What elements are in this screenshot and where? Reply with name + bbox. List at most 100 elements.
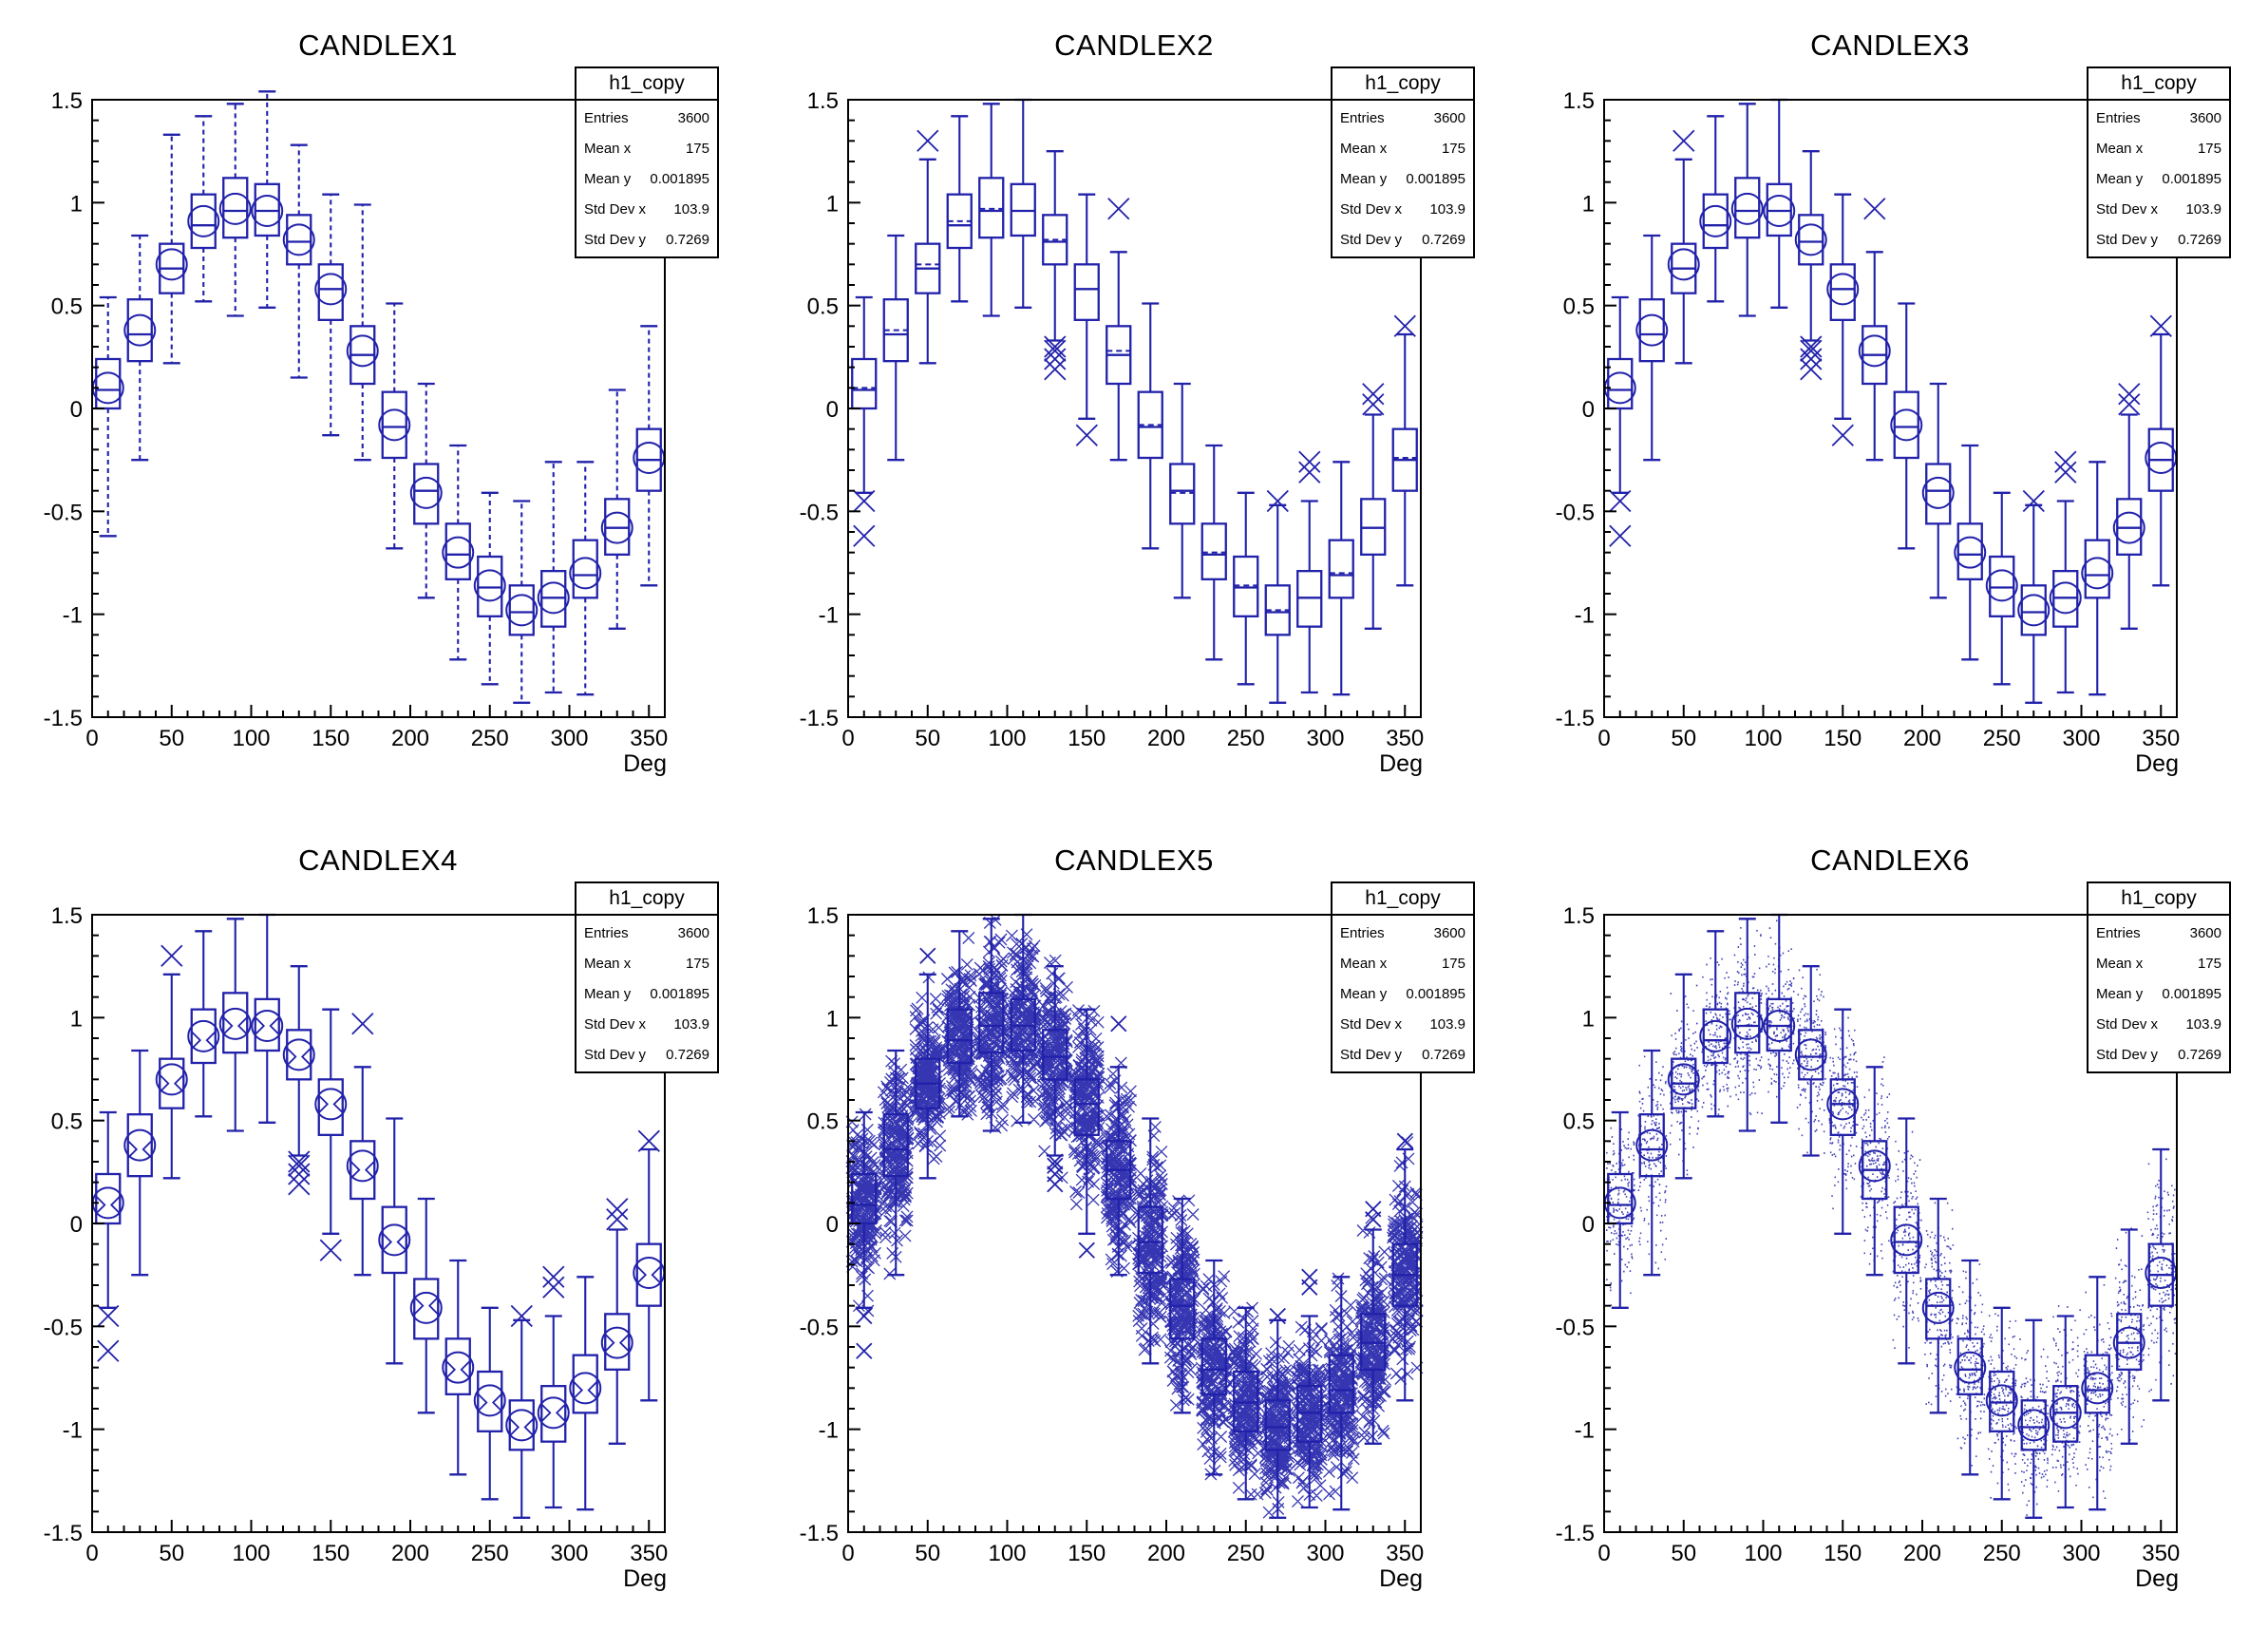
x-tick-label: 250 [471,726,509,751]
stats-label: Mean y [2096,170,2144,187]
stats-label: Entries [2096,924,2141,941]
y-tick-label: 1.5 [1563,88,1595,114]
pad-candlex3: CANDLEX3 0 50 100 150 200 250 300 350 1.5 1 0.5 0 -0… [1512,0,2268,815]
candle [505,500,539,704]
candle-outlier-cross [161,944,183,967]
candle [2112,1228,2145,1445]
stats-row: Entries 3600 [2088,103,2229,133]
candle-box [1042,1029,1068,1081]
candle [978,918,1005,1132]
y-tick-label: 1.5 [807,88,839,114]
stats-label: Entries [2096,109,2141,126]
candle-mean-circle [505,1409,539,1442]
y-tick-label: -1 [63,1418,83,1444]
candle-outlier-cross [637,1129,660,1152]
y-tick-label: 0.5 [807,1109,839,1135]
candle-mean-circle [1699,1019,1732,1052]
candle-mean-circle [218,1007,252,1040]
candle [1200,1259,1227,1476]
candle-median-notch [636,1265,662,1284]
stats-label: Std Dev x [2096,200,2159,218]
candle [978,103,1005,317]
candle [1826,193,1860,446]
candle-box [1607,1172,1634,1225]
candle-outlier-cross [1078,1241,1095,1259]
candle-median-notch [318,1094,344,1113]
x-tick-label: 100 [988,726,1026,751]
candle-mean-circle [1985,1384,2018,1417]
candle [505,1304,539,1519]
candle [2017,489,2051,704]
x-tick-label: 200 [1147,726,1185,751]
candles-group [1603,913,2178,1519]
candle-mean-circle [1858,1149,1891,1183]
candle-mean-circle [187,204,220,237]
candle-mean-circle [378,408,411,442]
candle-plot-svg: 0 50 100 150 200 250 300 350 1.5 1 0.5 0 -0.5 -1 -1.5 D… [800,903,1425,1592]
candle [1169,382,1196,599]
candle [1296,1268,1323,1509]
candle [2145,1147,2178,1402]
x-tick-label: 350 [2142,726,2180,751]
candle-mean-circle [123,1128,157,1162]
candle [1360,1201,1387,1445]
y-tick-label: 0 [826,1212,839,1238]
candle-mean-circle [473,569,506,602]
candle-median-notch [382,1232,407,1252]
x-tick-label: 100 [1744,1541,1782,1566]
candle-mean-circle [1794,223,1827,256]
stats-label: Std Dev x [584,1015,647,1033]
candle-mean-circle [346,334,379,368]
candle-mean-circle [2049,1396,2082,1430]
candle [569,1276,602,1511]
stats-rows: Entries 3600 Mean x 175 Mean y 0.001895 … [1332,916,1473,1071]
candle-outlier-cross [1298,450,1321,473]
stats-row: Std Dev x 103.9 [1332,194,1473,224]
candle [1296,450,1323,694]
y-tick-label: 0.5 [807,294,839,320]
candle-outlier-cross [606,1208,629,1231]
candle-box [1169,1278,1196,1340]
stats-label: Std Dev y [1340,1046,1403,1063]
candle-mean-circle [1763,1010,1796,1042]
candle-box [159,1057,185,1109]
candle-outlier-cross [542,1265,565,1288]
pad-title: CANDLEX1 [298,28,458,62]
candle-box [1328,1354,1354,1414]
pad-candlex4: CANDLEX4 0 50 100 150 200 250 300 350 1.5 1 0.5 0 -0… [0,815,756,1630]
candle-mean-circle [1635,1128,1669,1162]
candle-outlier-cross [1298,461,1321,483]
candle [1073,1008,1100,1259]
candle-outlier-cross [288,1163,311,1185]
stats-value: 0.7269 [666,231,709,248]
stats-value: 0.7269 [666,1046,709,1063]
candle-plot-svg: 0 50 100 150 200 250 300 350 1.5 1 0.5 0 -0.5 -1 -1.5 D… [44,88,669,777]
y-tick-label: -1 [1575,1418,1595,1444]
x-tick-label: 350 [2142,1541,2180,1566]
candle-outlier-cross [1393,314,1416,337]
stats-row: Std Dev x 103.9 [1332,1009,1473,1039]
stats-label: Entries [1340,924,1385,941]
candle [1106,198,1132,462]
candle-mean-circle [1667,1063,1700,1096]
candle [633,1129,666,1402]
stats-title: h1_copy [576,883,717,916]
stats-title: h1_copy [576,68,717,101]
candle-mean-circle [1985,569,2018,602]
x-tick-label: 100 [988,1541,1026,1566]
stats-title: h1_copy [2088,883,2229,916]
candle-mean-circle [442,536,475,569]
y-tick-label: -1 [63,603,83,629]
stats-value: 3600 [1433,109,1465,126]
stats-value: 0.7269 [1422,231,1465,248]
candle-box [222,992,249,1054]
candle-mean-circle [2049,581,2082,615]
stats-row: Entries 3600 [576,918,717,948]
pad-title: CANDLEX2 [1054,28,1214,62]
pad-title: CANDLEX4 [298,843,458,877]
y-tick-label: 1 [1582,191,1595,217]
candle-box [1893,390,1919,460]
candle-mean-circle [600,1326,633,1359]
candle [569,461,602,696]
candle-median-notch [540,1403,566,1422]
